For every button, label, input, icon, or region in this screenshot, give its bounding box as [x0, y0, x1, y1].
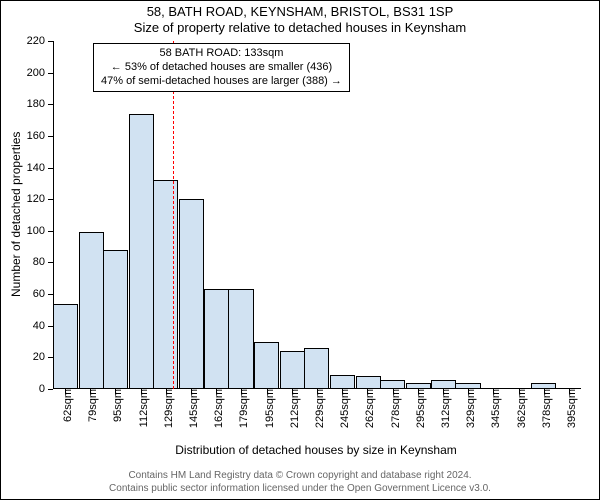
- x-tick-label: 245sqm: [333, 389, 351, 428]
- x-tick-label: 62sqm: [56, 389, 74, 422]
- attribution-line-2: Contains public sector information licen…: [1, 482, 599, 495]
- y-tick-label: 140: [27, 162, 53, 174]
- y-axis-label: Number of detached properties: [9, 41, 23, 387]
- x-tick-label: 95sqm: [106, 389, 124, 422]
- chart-subtitle: Size of property relative to detached ho…: [1, 20, 599, 35]
- x-tick-label: 129sqm: [157, 389, 175, 428]
- x-tick-label: 278sqm: [384, 389, 402, 428]
- histogram-bar: [103, 250, 128, 389]
- y-tick-label: 0: [39, 383, 53, 395]
- histogram-bar: [204, 289, 229, 389]
- histogram-bar: [280, 351, 305, 389]
- annotation-line-3: 47% of semi-detached houses are larger (…: [101, 75, 342, 89]
- x-tick-label: 362sqm: [510, 389, 528, 428]
- x-tick-label: 329sqm: [459, 389, 477, 428]
- x-tick-label: 345sqm: [484, 389, 502, 428]
- histogram-bar: [79, 232, 104, 389]
- histogram-bar: [179, 199, 204, 389]
- histogram-bar: [431, 380, 456, 389]
- y-tick-label: 20: [33, 351, 53, 363]
- y-tick-label: 200: [27, 67, 53, 79]
- x-tick-label: 112sqm: [132, 389, 150, 427]
- x-tick-label: 145sqm: [182, 389, 200, 428]
- bars-layer: [53, 41, 581, 389]
- annotation-line-2: ← 53% of detached houses are smaller (43…: [101, 61, 342, 75]
- histogram-bar: [356, 376, 381, 389]
- x-tick-label: 395sqm: [560, 389, 578, 428]
- plot-area: 020406080100120140160180200220 62sqm79sq…: [53, 41, 581, 389]
- x-tick-label: 378sqm: [535, 389, 553, 428]
- histogram-bar: [53, 304, 78, 389]
- x-tick-label: 195sqm: [258, 389, 276, 428]
- x-tick-label: 312sqm: [434, 389, 452, 428]
- y-tick-label: 120: [27, 193, 53, 205]
- histogram-bar: [304, 348, 329, 389]
- histogram-bar: [380, 380, 405, 389]
- x-tick-label: 79sqm: [81, 389, 99, 422]
- y-tick-label: 220: [27, 35, 53, 47]
- x-tick-label: 295sqm: [409, 389, 427, 428]
- y-tick-label: 160: [27, 130, 53, 142]
- x-tick-label: 229sqm: [308, 389, 326, 428]
- property-marker-line: [173, 41, 174, 389]
- x-tick-label: 162sqm: [207, 389, 225, 428]
- annotation-box: 58 BATH ROAD: 133sqm ← 53% of detached h…: [93, 43, 350, 92]
- histogram-bar: [153, 180, 178, 389]
- y-tick-label: 80: [33, 256, 53, 268]
- x-tick-label: 212sqm: [283, 389, 301, 428]
- chart-container: 58, BATH ROAD, KEYNSHAM, BRISTOL, BS31 1…: [0, 0, 600, 500]
- chart-title-address: 58, BATH ROAD, KEYNSHAM, BRISTOL, BS31 1…: [1, 4, 599, 19]
- annotation-line-1: 58 BATH ROAD: 133sqm: [101, 47, 342, 61]
- histogram-bar: [129, 114, 154, 389]
- attribution-line-1: Contains HM Land Registry data © Crown c…: [1, 469, 599, 482]
- x-tick-label: 179sqm: [232, 389, 250, 428]
- x-tick-label: 262sqm: [358, 389, 376, 428]
- y-tick-label: 100: [27, 225, 53, 237]
- y-tick-label: 60: [33, 288, 53, 300]
- attribution-text: Contains HM Land Registry data © Crown c…: [1, 469, 599, 495]
- y-tick-label: 180: [27, 98, 53, 110]
- histogram-bar: [330, 375, 355, 389]
- x-axis-label: Distribution of detached houses by size …: [53, 443, 579, 457]
- y-tick-label: 40: [33, 320, 53, 332]
- histogram-bar: [228, 289, 253, 389]
- histogram-bar: [254, 342, 279, 389]
